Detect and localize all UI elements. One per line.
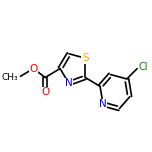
Text: N: N [65, 78, 73, 88]
Text: CH₃: CH₃ [2, 73, 19, 82]
Text: O: O [29, 64, 37, 74]
Text: O: O [41, 87, 49, 97]
Text: N: N [99, 99, 107, 109]
Text: S: S [82, 53, 89, 63]
Text: Cl: Cl [139, 62, 148, 72]
